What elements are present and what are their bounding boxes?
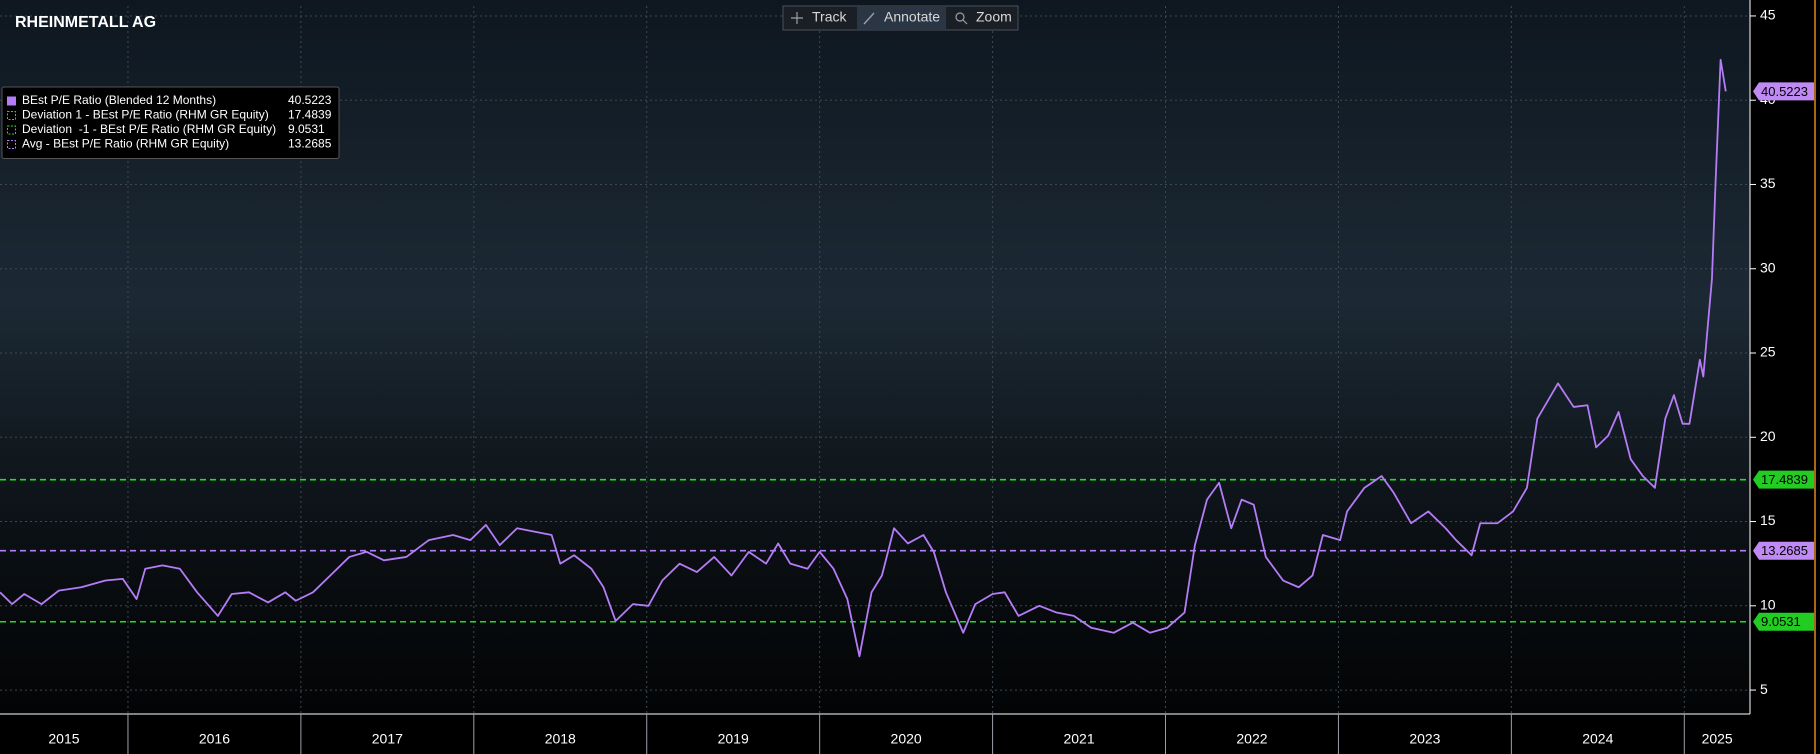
legend-swatch [7,140,16,149]
value-tags: 40.5223 17.4839 9.0531 13.2685 [1753,82,1814,631]
legend-label: Deviation -1 - BEst P/E Ratio (RHM GR Eq… [22,122,276,136]
x-tick-label: 2015 [48,731,79,747]
y-tick-label: 20 [1760,428,1776,444]
legend-label: BEst P/E Ratio (Blended 12 Months) [22,93,216,107]
y-tick-label: 25 [1760,344,1776,360]
zoom-icon [955,12,965,22]
x-tick-label: 2023 [1409,731,1440,747]
annotate-button-bg[interactable] [857,7,946,29]
y-tick-label: 35 [1760,175,1776,191]
legend-swatch [7,96,16,106]
y-tick-label: 45 [1760,7,1776,23]
value-tag-label: 13.2685 [1761,543,1808,558]
track-label[interactable]: Track [812,9,847,25]
legend-frame [1,86,340,159]
x-tick-label: 2019 [718,731,749,747]
legend-value: 40.5223 [288,93,332,107]
x-tick-label: 2018 [545,731,576,747]
x-tick-label: 2022 [1236,731,1267,747]
track-icon [791,12,803,24]
y-tick-label: 30 [1760,259,1776,275]
y-tick-label: 10 [1760,597,1776,613]
x-tick-label: 2025 [1702,731,1733,747]
x-tick-label: 2017 [372,731,403,747]
value-tag [1753,470,1814,489]
value-tag-label: 17.4839 [1761,472,1808,487]
value-tag-label: 9.0531 [1761,614,1801,629]
series-line [0,58,1727,658]
zoom-icon-handle [962,19,968,25]
annotate-label[interactable]: Annotate [884,9,940,25]
chart-title: RHEINMETALL AG [15,14,156,31]
legend-label: Deviation 1 - BEst P/E Ratio (RHM GR Equ… [22,108,269,122]
legend-value: 13.2685 [288,137,332,151]
toolbar: Track Annotate Zoom [782,5,1019,31]
x-tick-label: 2024 [1582,731,1613,747]
legend-swatch [7,125,16,135]
value-tag [1753,612,1814,631]
zoom-label[interactable]: Zoom [976,9,1012,25]
y-tick-label: 15 [1760,512,1776,528]
value-tag [1753,82,1814,101]
legend-value: 17.4839 [288,108,332,122]
track-button[interactable]: Track [784,7,857,29]
x-axis-band [0,714,1820,754]
value-tag [1753,541,1814,560]
legend-value: 9.0531 [288,122,325,136]
zoom-button[interactable]: Zoom [946,7,1017,29]
track-button-bg[interactable] [784,7,857,29]
legend: 40.5223 BEst P/E Ratio (Blended 12 Months… [1,86,340,159]
x-tick-label: 2016 [199,731,230,747]
value-tag-label: 40.5223 [1761,84,1808,99]
x-tick-label: 2020 [891,731,922,747]
y-tick-label: 5 [1760,681,1768,697]
zoom-button-bg[interactable] [946,7,1017,29]
annotate-button[interactable]: Annotate [857,7,946,29]
x-tick-label: 2021 [1063,731,1094,747]
legend-swatch [7,111,16,120]
annotate-icon [863,12,875,25]
legend-label: Avg - BEst P/E Ratio (RHM GR Equity) [22,137,229,151]
plot [0,58,1750,658]
